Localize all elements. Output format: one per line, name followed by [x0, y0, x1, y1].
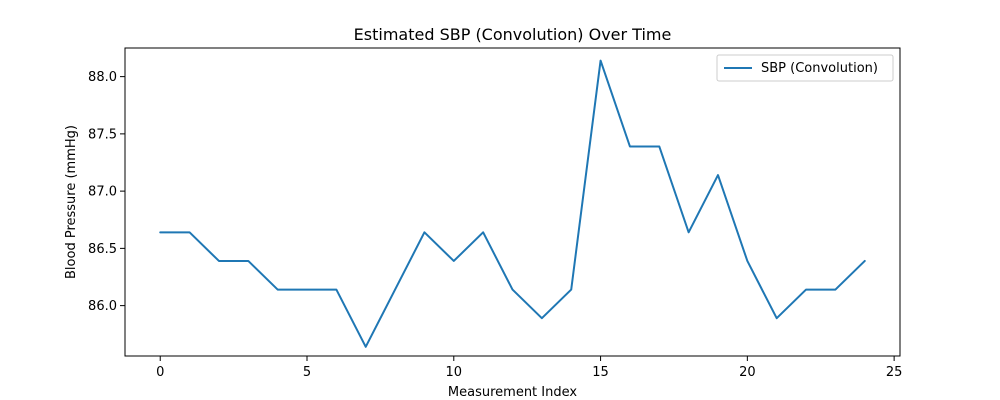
x-tick-label: 25	[886, 365, 903, 380]
x-axis-ticks: 0 5 10 15 20 25	[156, 356, 902, 380]
y-tick-label: 86.5	[88, 242, 117, 257]
y-tick-label: 86.0	[88, 299, 117, 314]
series-layer	[159, 59, 866, 348]
y-tick-label: 87.0	[88, 185, 117, 200]
x-tick-label: 20	[739, 365, 756, 380]
y-axis-ticks: 86.0 86.5 87.0 87.5 88.0	[88, 70, 125, 314]
x-axis-label: Measurement Index	[448, 385, 577, 400]
y-axis-label: Blood Pressure (mmHg)	[64, 125, 79, 279]
x-tick-label: 15	[592, 365, 609, 380]
x-tick-label: 0	[156, 365, 164, 380]
plot-frame	[124, 47, 901, 357]
plot-area	[124, 47, 901, 357]
y-tick-label: 87.5	[88, 127, 117, 142]
legend: SBP (Convolution)	[716, 54, 894, 82]
chart-title: Estimated SBP (Convolution) Over Time	[354, 25, 672, 44]
legend-label: SBP (Convolution)	[761, 61, 878, 76]
x-tick-label: 10	[446, 365, 463, 380]
x-tick-label: 5	[303, 365, 311, 380]
legend-box	[716, 54, 894, 82]
y-tick-label: 88.0	[88, 70, 117, 85]
series-line	[159, 59, 866, 348]
